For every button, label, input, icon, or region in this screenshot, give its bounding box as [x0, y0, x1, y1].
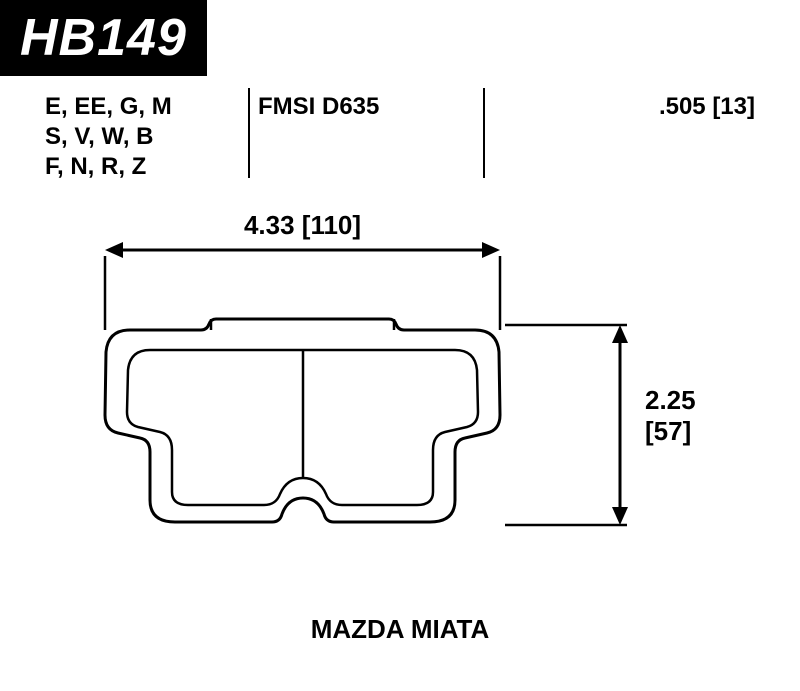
part-number: HB149	[20, 9, 187, 67]
info-row: E, EE, G, M S, V, W, B F, N, R, Z FMSI D…	[0, 88, 800, 178]
height-dimension-label: 2.25 [57]	[645, 385, 696, 447]
compounds-column: E, EE, G, M S, V, W, B F, N, R, Z	[45, 88, 250, 178]
fmsi-value: FMSI D635	[258, 92, 467, 122]
thickness-column: .505 [13]	[485, 88, 755, 178]
header-bar: HB149	[0, 0, 207, 76]
width-dimension-label: 4.33 [110]	[105, 210, 500, 241]
height-inches: 2.25	[645, 385, 696, 416]
fmsi-column: FMSI D635	[250, 88, 485, 178]
compounds-line3: F, N, R, Z	[45, 152, 232, 182]
compounds-line2: S, V, W, B	[45, 122, 232, 152]
diagram-area: 4.33 [110] 2.25 [57]	[0, 200, 800, 650]
thickness-value: .505 [13]	[493, 92, 755, 122]
product-name: MAZDA MIATA	[0, 614, 800, 645]
compounds-line1: E, EE, G, M	[45, 92, 232, 122]
height-mm: [57]	[645, 416, 696, 447]
